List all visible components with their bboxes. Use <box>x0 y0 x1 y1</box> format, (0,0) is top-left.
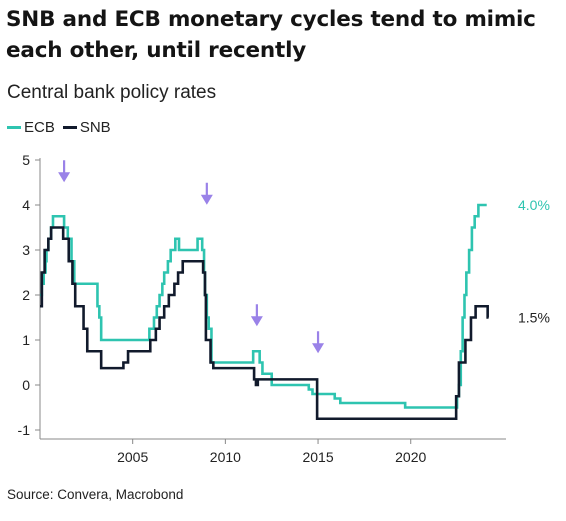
annotation-arrow <box>58 160 71 183</box>
line-chart: -1 0 1 2 3 4 5 2005 2010 2015 2020 4.0% 1.5% <box>18 152 550 465</box>
x-tick-label: 2010 <box>210 449 241 465</box>
chart-source: Source: Convera, Macrobond <box>7 487 184 502</box>
y-tick-label: 1 <box>22 332 30 348</box>
y-tick-label: 5 <box>22 152 30 168</box>
end-label-snb: 1.5% <box>518 310 550 326</box>
legend-label-snb: SNB <box>79 119 111 136</box>
legend-swatch-ecb <box>7 126 21 129</box>
annotation-arrow <box>250 304 263 327</box>
series-line-ecb <box>40 203 487 409</box>
series-line-snb <box>40 226 489 421</box>
annotation-arrow-head <box>58 172 71 183</box>
annotation-arrow-head <box>200 194 213 205</box>
y-tick-label: 2 <box>22 287 30 303</box>
x-tick-label: 2005 <box>117 449 148 465</box>
annotation-arrow-head <box>250 316 263 327</box>
annotation-arrow <box>312 331 325 354</box>
x-tick-label: 2015 <box>302 449 333 465</box>
chart-legend: ECB SNB <box>7 119 119 136</box>
x-tick-label: 2020 <box>395 449 426 465</box>
y-tick-label: -1 <box>18 422 31 438</box>
legend-item-snb: SNB <box>62 119 111 136</box>
end-label-ecb: 4.0% <box>518 197 550 213</box>
annotation-arrow-head <box>312 343 325 354</box>
chart-subtitle: Central bank policy rates <box>7 82 217 103</box>
y-tick-label: 4 <box>22 197 30 213</box>
legend-item-ecb: ECB <box>7 119 55 136</box>
chart-title: SNB and ECB monetary cycles tend to mimi… <box>6 7 536 63</box>
y-tick-label: 3 <box>22 242 30 258</box>
y-tick-label: 0 <box>22 377 30 393</box>
legend-swatch-snb <box>62 126 77 129</box>
annotation-arrow <box>200 182 213 205</box>
legend-label-ecb: ECB <box>24 119 55 136</box>
